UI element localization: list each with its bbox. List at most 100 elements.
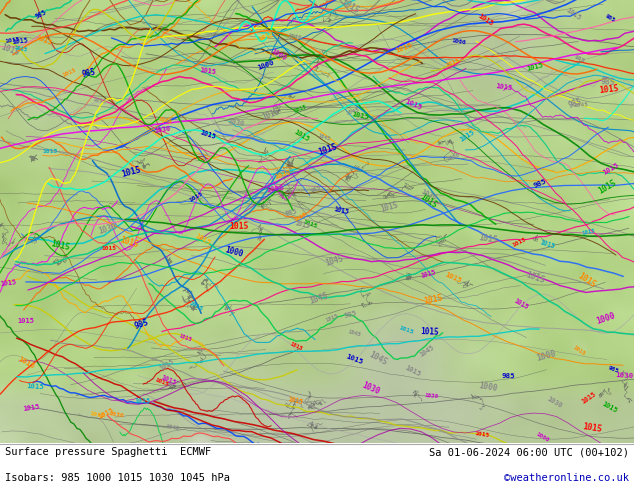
Text: 985: 985	[533, 178, 547, 189]
Text: 1015: 1015	[423, 293, 444, 305]
Text: 1015: 1015	[582, 422, 603, 434]
Text: 1030: 1030	[546, 396, 563, 410]
Text: 1015: 1015	[564, 7, 582, 22]
Text: 1015: 1015	[379, 200, 399, 214]
Text: 1015: 1015	[89, 412, 105, 419]
Text: 1015: 1015	[317, 143, 339, 157]
Text: 1045: 1045	[367, 349, 389, 367]
Text: 1000: 1000	[266, 185, 284, 194]
Text: 1015: 1015	[13, 37, 29, 45]
Text: 1045: 1045	[346, 107, 360, 116]
Text: 1015: 1015	[597, 178, 618, 196]
Text: 1015: 1015	[477, 13, 494, 27]
Text: 1045: 1045	[308, 291, 330, 306]
Text: 1015: 1015	[420, 327, 439, 337]
Text: 1015: 1015	[92, 97, 107, 104]
Text: 1015: 1015	[576, 271, 597, 290]
Text: 1015: 1015	[195, 233, 212, 246]
Text: 1015: 1015	[188, 191, 204, 203]
Text: 985: 985	[133, 318, 150, 331]
Text: 1015: 1015	[258, 30, 274, 42]
Text: 1015: 1015	[119, 235, 139, 249]
Text: 985: 985	[567, 97, 583, 110]
Text: 1000: 1000	[224, 245, 244, 259]
Text: 1015: 1015	[325, 313, 339, 323]
Text: 1015: 1015	[294, 220, 311, 230]
Text: 1015: 1015	[474, 431, 490, 438]
Text: 1015: 1015	[333, 207, 349, 216]
Text: 1045: 1045	[419, 344, 436, 358]
Text: 1045: 1045	[165, 424, 180, 431]
Text: 1030: 1030	[361, 380, 381, 396]
Text: Isobars: 985 1000 1015 1030 1045 hPa: Isobars: 985 1000 1015 1030 1045 hPa	[5, 473, 230, 483]
Text: 1015: 1015	[50, 240, 71, 253]
Text: 1015: 1015	[572, 345, 586, 357]
Text: 1015: 1015	[478, 234, 498, 245]
Text: 1045: 1045	[325, 254, 345, 268]
Text: 985: 985	[600, 77, 616, 87]
Text: 1045: 1045	[318, 133, 332, 142]
Text: 1015: 1015	[199, 130, 216, 141]
Text: 1015: 1015	[120, 165, 141, 179]
Text: 1015: 1015	[26, 384, 44, 391]
Text: 1015: 1015	[13, 46, 29, 53]
Text: 985: 985	[81, 67, 96, 78]
Text: 985: 985	[285, 208, 299, 217]
Text: 1015: 1015	[598, 84, 619, 96]
Text: 1015: 1015	[445, 58, 461, 68]
Text: 1030: 1030	[424, 393, 438, 399]
Text: Sa 01-06-2024 06:00 UTC (00+102): Sa 01-06-2024 06:00 UTC (00+102)	[429, 447, 629, 457]
Text: Surface pressure Spaghetti  ECMWF: Surface pressure Spaghetti ECMWF	[5, 447, 211, 457]
Text: 1015: 1015	[418, 193, 439, 210]
Text: 1015: 1015	[420, 270, 436, 279]
Text: 1015: 1015	[101, 245, 117, 251]
Text: 1030: 1030	[153, 126, 171, 134]
Text: 1015: 1015	[398, 326, 415, 336]
Text: 1015: 1015	[0, 43, 20, 57]
Text: 1015: 1015	[23, 404, 41, 412]
Text: 985: 985	[34, 9, 48, 20]
Text: 1000: 1000	[478, 382, 498, 393]
Text: 1015: 1015	[540, 239, 556, 249]
Text: 1015: 1015	[154, 377, 169, 387]
Text: 1000: 1000	[446, 152, 461, 162]
Text: 1015: 1015	[394, 42, 413, 54]
Text: 1045: 1045	[347, 329, 361, 338]
Text: 1015: 1015	[602, 162, 620, 176]
Text: 985: 985	[573, 54, 586, 64]
Text: 1015: 1015	[261, 107, 281, 122]
Text: 1015: 1015	[199, 67, 216, 75]
Text: 985: 985	[604, 14, 616, 24]
Text: 1015: 1015	[18, 318, 35, 324]
Text: 1015: 1015	[42, 148, 58, 154]
Text: 1015: 1015	[404, 99, 423, 111]
Text: 1030: 1030	[227, 118, 245, 127]
Text: 1030: 1030	[108, 411, 125, 418]
Text: 1000: 1000	[595, 312, 616, 326]
Text: 1045: 1045	[573, 102, 588, 108]
Text: 1015: 1015	[526, 62, 544, 72]
Text: 985: 985	[343, 310, 358, 318]
Text: 1000: 1000	[451, 38, 466, 45]
Text: 1015: 1015	[293, 129, 311, 143]
Text: 985: 985	[501, 373, 515, 379]
Text: 1015: 1015	[61, 67, 77, 78]
Text: 1015: 1015	[601, 401, 618, 415]
Text: 1015: 1015	[134, 398, 150, 405]
Text: 1015: 1015	[444, 271, 462, 284]
Text: 1000: 1000	[269, 48, 287, 62]
Text: 1015: 1015	[458, 129, 476, 143]
Text: 985: 985	[310, 185, 323, 195]
Text: 1015: 1015	[36, 35, 53, 47]
Text: 1015: 1015	[229, 222, 249, 231]
Text: 1015: 1015	[404, 365, 422, 378]
Text: 1030: 1030	[420, 189, 438, 201]
Text: 1000: 1000	[287, 33, 302, 41]
Text: 1030: 1030	[274, 169, 292, 180]
Text: 1015: 1015	[160, 374, 177, 386]
Text: 1015: 1015	[287, 396, 304, 405]
Text: 1015: 1015	[302, 219, 318, 229]
Text: 1015: 1015	[0, 279, 16, 287]
Text: 1030: 1030	[615, 372, 633, 380]
Text: 1015: 1015	[293, 212, 307, 223]
